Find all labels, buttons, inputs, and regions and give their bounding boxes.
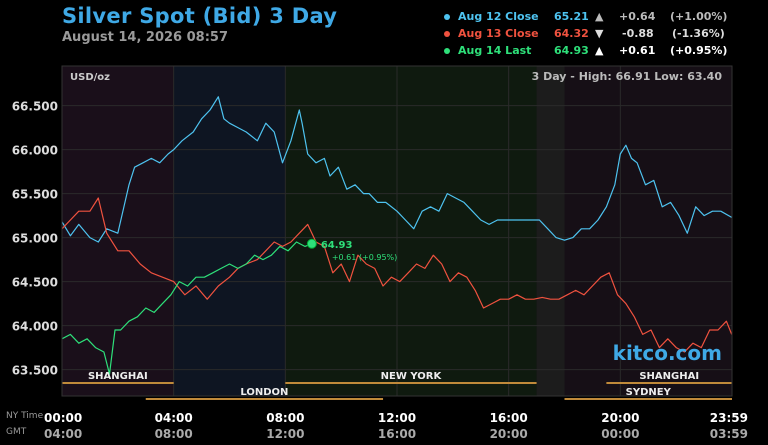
watermark: kitco.com	[613, 341, 722, 365]
session-label: LONDON	[240, 387, 288, 398]
chart-title: Silver Spot (Bid) 3 Day	[62, 4, 338, 28]
y-tick-label: 64.500	[12, 276, 58, 290]
legend-pct: (-1.36%)	[672, 27, 725, 40]
legend-arrow-icon: ▲	[595, 44, 604, 57]
session-label: SYDNEY	[626, 387, 672, 398]
x-tick-label-ny: 08:00	[266, 411, 304, 425]
legend-change: +0.64	[619, 10, 656, 23]
legend-label: Aug 14 Last	[458, 44, 532, 57]
series-line-2	[61, 197, 733, 353]
session-bar	[145, 398, 384, 400]
session-label: SHANGHAI	[639, 371, 699, 382]
legend-change: +0.61	[619, 44, 656, 57]
legend-price: 64.93	[554, 44, 589, 57]
x-tick-label-gmt: 00:00	[601, 427, 639, 441]
x-tick-label-gmt: 12:00	[266, 427, 304, 441]
x-tick-label-gmt: 03:59	[710, 427, 748, 441]
last-price-label: 64.93	[321, 240, 353, 251]
y-tick-label: 65.500	[12, 188, 58, 202]
legend-price: 65.21	[554, 10, 589, 23]
y-tick-label: 66.500	[12, 100, 58, 114]
x-tick-label-ny: 16:00	[490, 411, 528, 425]
y-tick-label: 63.500	[12, 364, 58, 378]
session-band	[173, 66, 286, 396]
x-tick-label-ny: 04:00	[155, 411, 193, 425]
range-text: 3 Day - High: 66.91 Low: 63.40	[532, 70, 723, 83]
legend-arrow-icon: ▼	[595, 27, 604, 40]
legend-dot-icon	[444, 14, 450, 20]
legend-dot-icon	[444, 31, 450, 37]
unit-label: USD/oz	[70, 72, 110, 83]
legend-change: -0.88	[622, 27, 654, 40]
session-bar	[606, 382, 732, 384]
series-line-3	[61, 241, 313, 375]
session-label: SHANGHAI	[88, 371, 148, 382]
plot-frame	[61, 65, 733, 397]
session-bar	[62, 382, 174, 384]
x-tick-label-gmt: 08:00	[155, 427, 193, 441]
x-tick-label-gmt: 16:00	[378, 427, 416, 441]
tz-label-gmt: GMT	[6, 427, 27, 437]
y-tick-label: 64.000	[12, 320, 58, 334]
series-line-1	[61, 96, 732, 243]
session-band	[285, 66, 537, 396]
x-tick-label-ny: 00:00	[44, 411, 82, 425]
legend-arrow-icon: ▲	[595, 10, 604, 23]
legend-pct: (+0.95%)	[670, 44, 728, 57]
session-label: NEW YORK	[381, 371, 443, 382]
x-tick-label-gmt: 04:00	[44, 427, 82, 441]
x-tick-label-ny: 20:00	[601, 411, 639, 425]
session-bar	[564, 398, 732, 400]
y-tick-label: 65.000	[12, 232, 58, 246]
x-tick-label-ny: 12:00	[378, 411, 416, 425]
legend-pct: (+1.00%)	[670, 10, 728, 23]
legend-label: Aug 13 Close	[458, 27, 539, 40]
tz-label-ny: NY Time	[6, 411, 44, 421]
last-point-marker	[306, 238, 317, 249]
legend-price: 64.32	[554, 27, 589, 40]
legend-label: Aug 12 Close	[458, 10, 539, 23]
x-tick-label-ny: 23:59	[710, 411, 748, 425]
session-bar	[285, 382, 537, 384]
legend-dot-icon	[444, 48, 450, 54]
x-tick-label-gmt: 20:00	[490, 427, 528, 441]
last-change-label: +0.61 (+0.95%)	[332, 253, 397, 262]
y-tick-label: 66.000	[12, 144, 58, 158]
chart-datetime: August 14, 2026 08:57	[62, 30, 228, 45]
